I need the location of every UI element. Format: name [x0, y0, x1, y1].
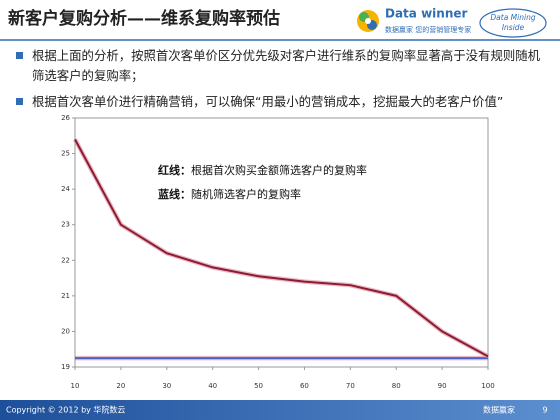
- legend-key: 蓝线：: [158, 187, 191, 201]
- logo-icon: [365, 18, 371, 24]
- x-tick-label: 50: [254, 382, 263, 390]
- logo-name: Data winner: [385, 7, 467, 21]
- series-line: [74, 138, 489, 358]
- y-tick-label: 24: [61, 185, 70, 193]
- badge-text: Data Mining: [490, 13, 535, 22]
- y-tick-label: 22: [61, 256, 70, 264]
- x-tick-label: 30: [162, 382, 171, 390]
- x-tick-label: 10: [71, 382, 80, 390]
- footer-bar: [0, 400, 560, 420]
- y-tick-label: 23: [61, 221, 70, 229]
- slide-title: 新客户复购分析——维系复购率预估: [8, 8, 280, 29]
- bullet: 根据上面的分析，按照首次客单价区分优先级对客户进行维系的复购率显著高于没有规则随…: [16, 46, 552, 86]
- logo-slogan: 数据赢家 您的营销管理专家: [385, 25, 471, 34]
- y-tick-label: 20: [61, 327, 70, 335]
- logo: [357, 10, 379, 32]
- bullet: 根据首次客单价进行精确营销，可以确保“用最小的营销成本，挖掘最大的老客户价值”: [16, 92, 552, 112]
- y-tick-label: 19: [61, 363, 70, 371]
- x-tick-label: 70: [346, 382, 355, 390]
- footer-copyright: Copyright © 2012 by 华院数云: [6, 405, 125, 415]
- x-tick-label: 40: [208, 382, 217, 390]
- badge-text: Inside: [502, 23, 525, 32]
- page-number: 9: [542, 406, 547, 415]
- legend-key: 红线：: [158, 163, 191, 177]
- x-tick-label: 90: [438, 382, 447, 390]
- y-tick-label: 25: [61, 150, 70, 158]
- footer-brand: 数据赢家: [483, 405, 515, 415]
- x-tick-label: 60: [300, 382, 309, 390]
- y-tick-label: 21: [61, 292, 70, 300]
- legend-label: 根据首次购买金额筛选客户的复购率: [191, 163, 367, 177]
- badge-oval: [479, 8, 547, 38]
- y-tick-label: 26: [61, 114, 70, 122]
- legend-label: 随机筛选客户的复购率: [191, 187, 301, 201]
- legend-entry: 红线：根据首次购买金额筛选客户的复购率: [158, 163, 367, 177]
- plot-area: [74, 117, 489, 368]
- x-tick-label: 80: [392, 382, 401, 390]
- legend-entry: 蓝线：随机筛选客户的复购率: [158, 187, 301, 201]
- x-tick-label: 20: [116, 382, 125, 390]
- x-tick-label: 100: [481, 382, 494, 390]
